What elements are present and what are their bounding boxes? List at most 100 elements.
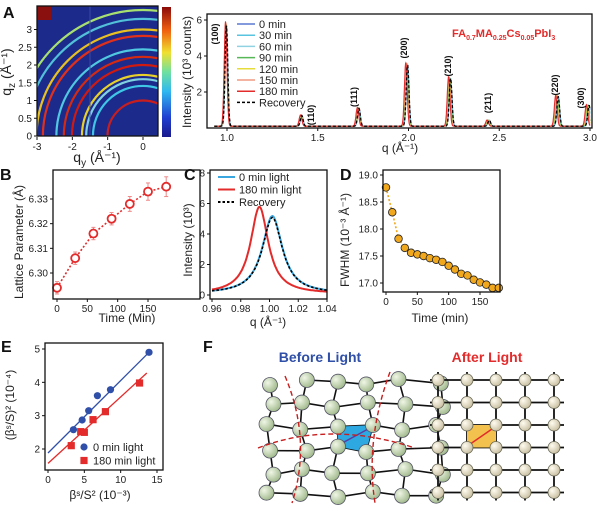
lattice-atom (460, 373, 474, 387)
lattice-atom (518, 418, 532, 432)
strain-line (257, 433, 416, 449)
legend-label: 0 min light (93, 442, 143, 454)
lattice-atom (489, 486, 503, 499)
x-tick-label: 1.5 (311, 133, 325, 144)
after-light-title: After Light (452, 349, 523, 365)
strain-line (371, 371, 391, 504)
peak-profile-line (211, 205, 327, 293)
x-tick-label: 0.96 (202, 304, 222, 315)
y-tick-label: 6.33 (29, 195, 49, 206)
x-axis-label: q (Å⁻¹) (382, 140, 418, 155)
lattice-atom (431, 373, 445, 387)
colorbar (162, 7, 171, 137)
lattice-atom (265, 466, 282, 483)
data-point (67, 442, 75, 450)
y-axis-label: Intensity (10³ counts) (180, 16, 194, 128)
lattice-atom (394, 422, 410, 438)
data-point (450, 265, 460, 274)
y-tick-label: 19.0 (359, 171, 379, 182)
x-tick-label: 3.0 (583, 133, 597, 144)
y-tick-label: 4 (34, 378, 40, 389)
lattice-atom (518, 463, 532, 477)
lattice-drawings (257, 371, 564, 505)
lattice-atom (358, 444, 375, 460)
lattice-atom (364, 417, 381, 433)
lattice-atom (390, 441, 407, 457)
xrd-series-line (214, 25, 591, 127)
diffraction-ring (62, 55, 158, 136)
after-light-lattice (430, 372, 564, 501)
lattice-atom (460, 486, 474, 499)
lattice-atom (460, 418, 474, 432)
data-point (463, 271, 472, 280)
x-tick-label: 100 (109, 304, 126, 315)
data-point (78, 416, 86, 424)
lattice-atom (360, 465, 376, 482)
data-point (93, 392, 102, 400)
lattice-atom (298, 372, 315, 388)
y-tick-label: 18.5 (359, 198, 379, 209)
y-tick-label: 6.31 (29, 244, 49, 255)
data-point (85, 407, 93, 415)
lattice-atom (431, 396, 445, 409)
diffraction-ring (55, 48, 158, 136)
y-axis-label: Lattice Parameter (Å) (11, 185, 26, 299)
y-tick-label: 0.5 (18, 114, 32, 125)
x-tick-label: -2 (68, 142, 77, 153)
panel-label-e: E (1, 339, 12, 356)
y-tick-label: 5 (34, 345, 40, 356)
lattice-atom (547, 441, 561, 454)
diffraction-ring (37, 8, 158, 70)
y-tick-label: 2 (196, 88, 202, 99)
lattice-atom (547, 418, 561, 432)
lattice-spacing-arrow (342, 428, 369, 444)
lattice-atom (359, 394, 376, 411)
legend-label: Recovery (259, 97, 306, 109)
lattice-atom (262, 377, 278, 393)
panel-f-lattice-diagram: Before Light After Light (257, 349, 564, 505)
map-frame (36, 5, 159, 137)
y-tick-label: 2.5 (18, 43, 32, 54)
plot-frame (44, 342, 164, 471)
linear-fit-line (47, 372, 148, 464)
data-point (444, 261, 453, 270)
lattice-atom (394, 487, 410, 504)
lattice-atom (489, 463, 503, 477)
lattice-atom (265, 396, 282, 413)
y-tick-label: 2 (34, 445, 40, 456)
panel-label-b: B (0, 167, 12, 184)
panel-label-f: F (203, 339, 213, 356)
data-point (89, 416, 97, 424)
diffraction-ring (41, 34, 158, 136)
x-tick-label: 10 (115, 475, 127, 486)
peak-index-label: (210) (443, 55, 453, 76)
lattice-atom (330, 373, 346, 390)
peak-index-label: (110) (306, 105, 316, 126)
lattice-atom (330, 489, 346, 505)
x-axis-label: βˢ/S² (10⁻³) (69, 488, 130, 502)
lattice-atom (397, 461, 414, 478)
y-axis-label: Intensity (10³) (181, 203, 195, 276)
lattice-atom (547, 463, 561, 477)
lattice-atom (330, 438, 346, 455)
y-tick-label: 4 (199, 230, 205, 241)
peak-index-label: (211) (483, 93, 493, 114)
plot-frame (382, 169, 501, 293)
y-axis-label: (βˢ/S)² (10⁻⁴) (3, 370, 17, 440)
y-tick-label: 3 (34, 411, 40, 422)
lattice-atom (324, 399, 340, 416)
lattice-atom (431, 486, 445, 499)
composition-formula: FA0.7MA0.25Cs0.05PbI3 (452, 28, 555, 42)
y-tick-label: 17.5 (359, 252, 379, 263)
data-point (494, 283, 503, 293)
x-tick-label: 0 (140, 142, 146, 153)
panel-label-c: C (184, 167, 196, 184)
y-tick-label: 6 (196, 16, 202, 27)
legend-label: 90 min (259, 53, 292, 65)
lattice-atom (547, 373, 561, 387)
lattice-atom (489, 441, 503, 454)
legend-label: 180 min light (93, 456, 155, 468)
legend-marker (80, 456, 88, 465)
y-tick-label: 1 (26, 96, 32, 107)
